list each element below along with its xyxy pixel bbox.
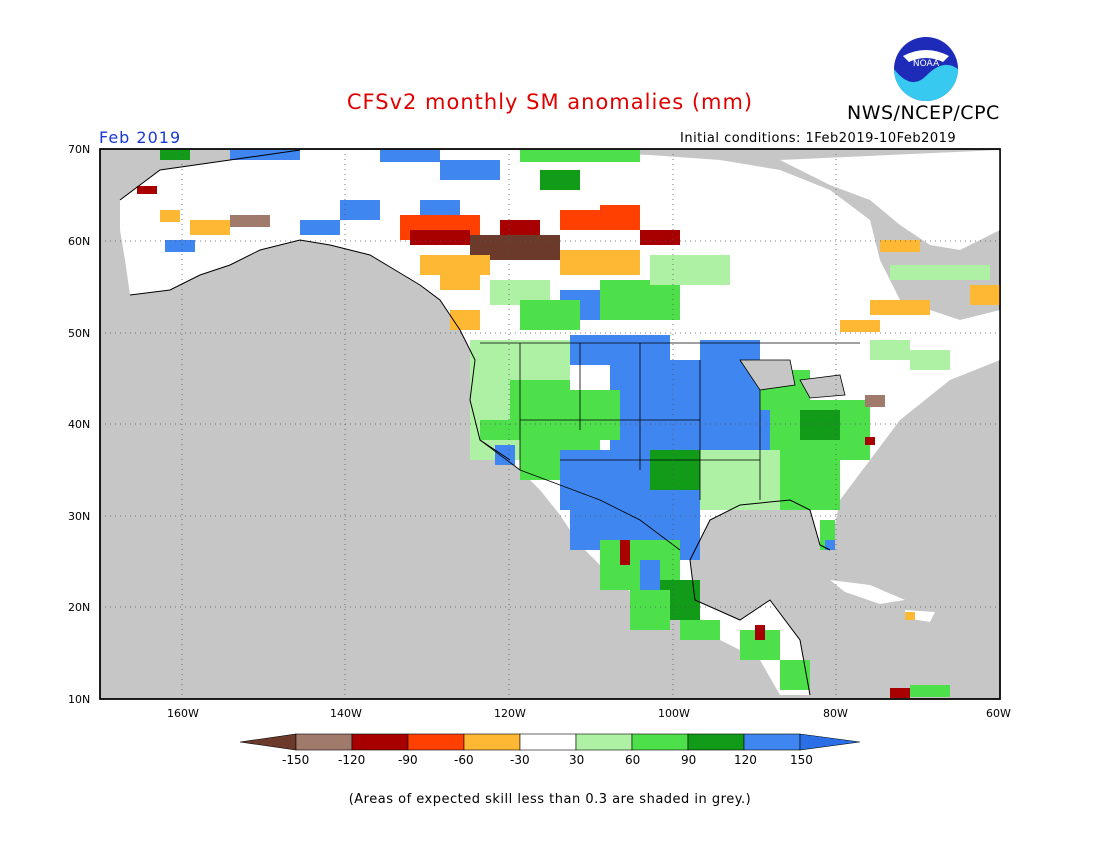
lat-label: 20N <box>68 601 90 614</box>
logo-text: NOAA <box>913 59 940 69</box>
colorbar-swatch <box>407 733 465 751</box>
agency-label: NWS/NCEP/CPC <box>847 102 1000 124</box>
footnote: (Areas of expected skill less than 0.3 a… <box>348 792 752 807</box>
coastline <box>119 149 831 696</box>
colorbar-swatch <box>463 733 521 751</box>
colorbar-swatch <box>743 733 801 751</box>
colorbar-label: -90 <box>398 753 418 767</box>
chart-title: CFSv2 monthly SM anomalies (mm) <box>346 90 754 114</box>
lon-label: 100W <box>658 707 690 720</box>
latitude-labels: 70N 60N 50N 40N 30N 20N 10N <box>68 143 90 706</box>
month-label: Feb 2019 <box>99 128 182 147</box>
lon-label: 140W <box>330 707 362 720</box>
lat-label: 60N <box>68 235 90 248</box>
lat-label: 70N <box>68 143 90 156</box>
colorbar-swatch <box>519 733 577 751</box>
colorbar-label: -30 <box>510 753 530 767</box>
colorbar-label: 60 <box>625 753 640 767</box>
colorbar-right-arrow <box>799 733 861 751</box>
grid-lines <box>100 149 1000 699</box>
colorbar-label: 30 <box>569 753 584 767</box>
colorbar-label: -60 <box>454 753 474 767</box>
colorbar-left-arrow <box>239 733 297 751</box>
lon-label: 160W <box>167 707 199 720</box>
longitude-labels: 160W 140W 120W 100W 80W 60W <box>167 707 1011 720</box>
colorbar-label: 90 <box>681 753 696 767</box>
lat-label: 10N <box>68 693 90 706</box>
lat-label: 30N <box>68 510 90 523</box>
colorbar-swatch <box>631 733 689 751</box>
colorbar-swatch <box>351 733 409 751</box>
colorbar-swatch <box>575 733 633 751</box>
colorbar-swatch <box>687 733 745 751</box>
noaa-logo-icon: NOAA <box>893 36 959 102</box>
lon-label: 120W <box>494 707 526 720</box>
colorbar-label: -120 <box>338 753 365 767</box>
lon-label: 60W <box>986 707 1011 720</box>
great-lakes <box>739 359 846 399</box>
colorbar-swatch <box>295 733 353 751</box>
lat-label: 40N <box>68 418 90 431</box>
colorbar-label: 120 <box>734 753 757 767</box>
colorbar-label: 150 <box>790 753 813 767</box>
colorbar-label: -150 <box>282 753 309 767</box>
initial-conditions-label: Initial conditions: 1Feb2019-10Feb2019 <box>680 131 957 146</box>
map-frame <box>99 148 1001 700</box>
political-borders <box>479 342 860 551</box>
colorbar: -150 -120 -90 -60 -30 30 60 90 120 150 <box>239 733 861 767</box>
lat-label: 50N <box>68 327 90 340</box>
anomaly-cells <box>137 150 1000 698</box>
lon-label: 80W <box>823 707 848 720</box>
